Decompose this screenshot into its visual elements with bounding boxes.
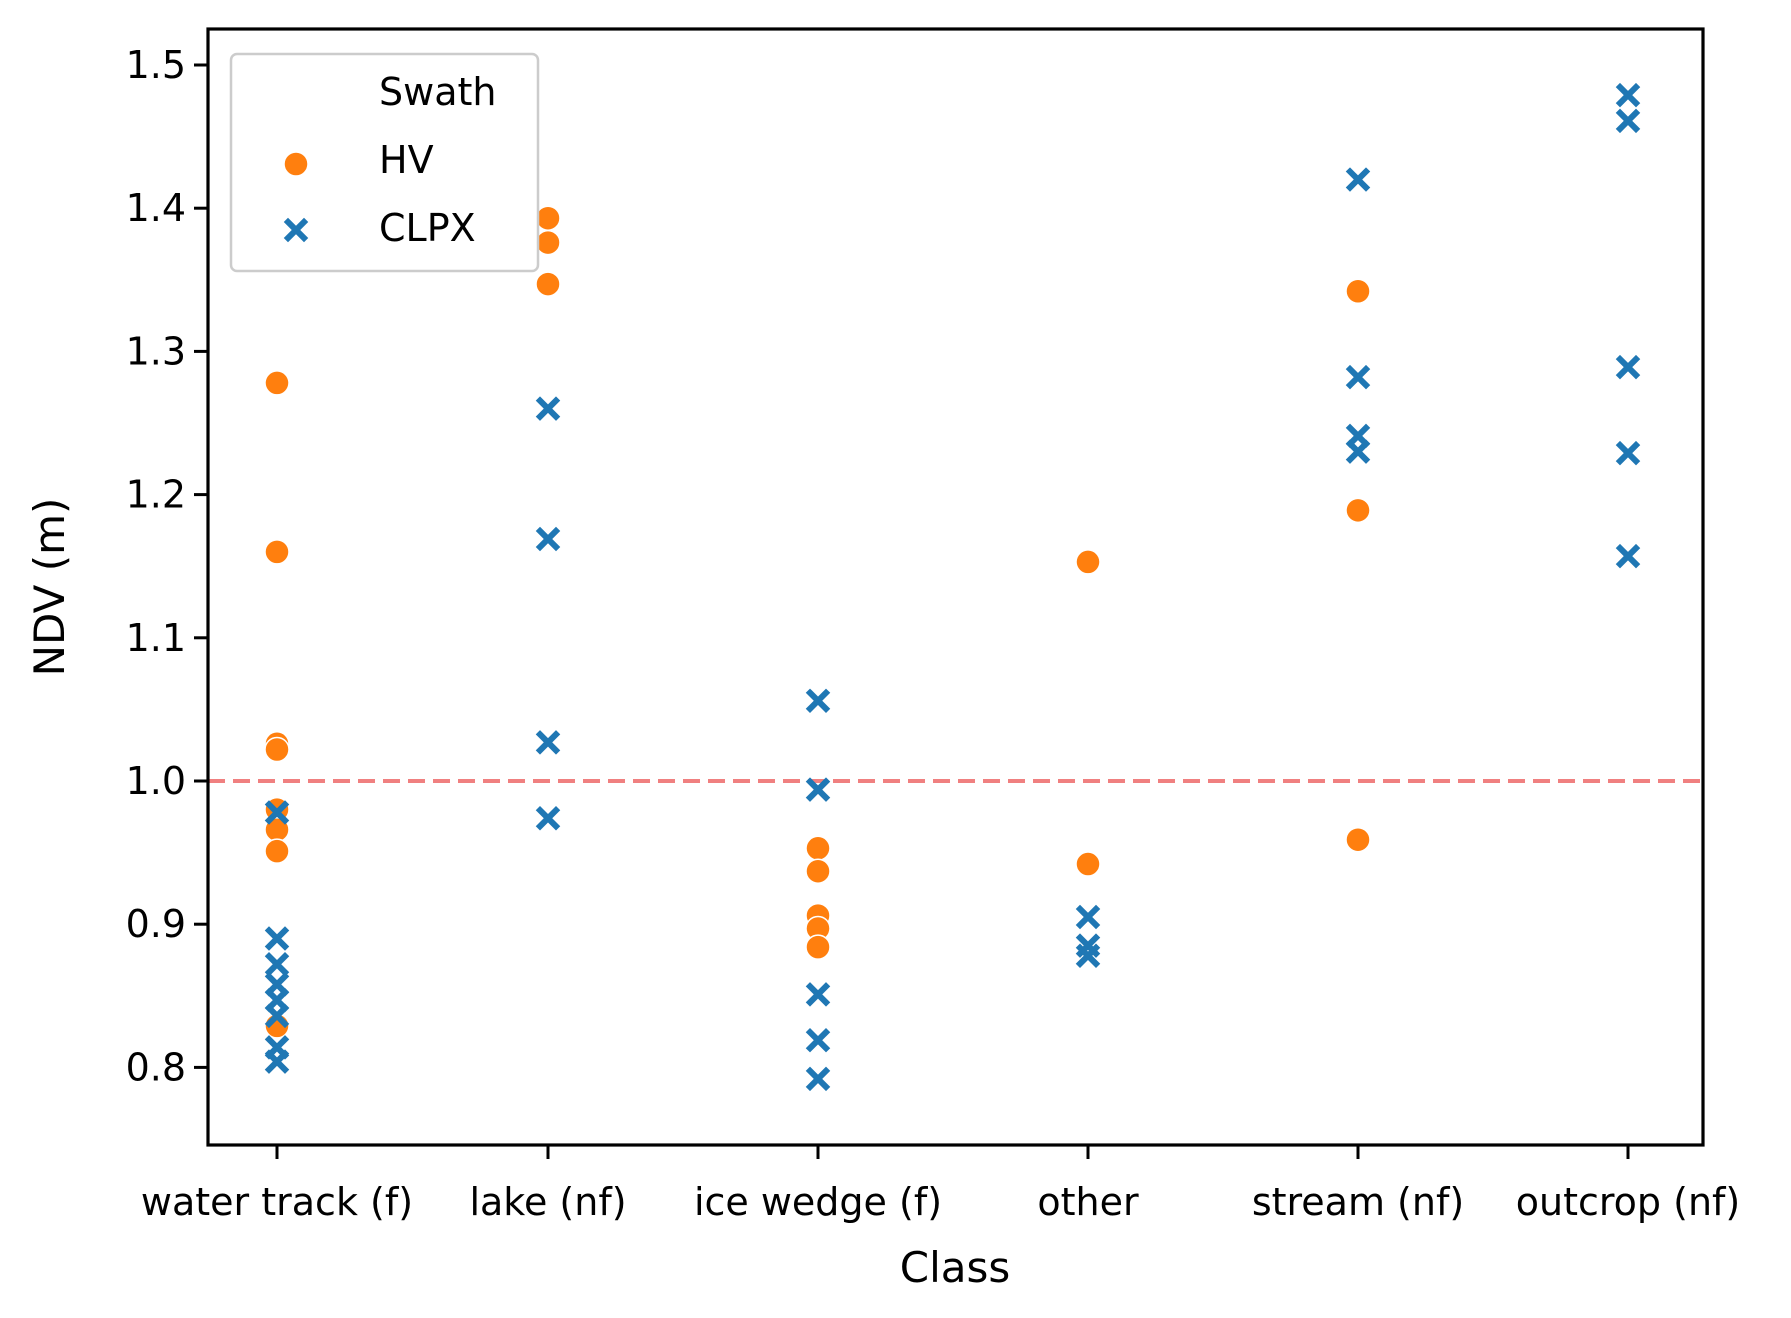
y-tick-label: 1.1 — [126, 616, 186, 660]
clpx-point — [805, 1066, 831, 1092]
legend-clpx-label: CLPX — [379, 206, 476, 250]
clpx-point — [535, 805, 561, 831]
hv-point — [535, 271, 561, 297]
y-tick-label: 1.0 — [126, 759, 186, 803]
y-axis-label: NDV (m) — [25, 498, 74, 677]
x-tick-label: lake (nf) — [469, 1180, 626, 1224]
clpx-point — [1345, 423, 1371, 449]
y-tick-label: 1.4 — [126, 186, 186, 230]
clpx-point — [1345, 167, 1371, 192]
hv-point — [1345, 497, 1371, 524]
y-tick-label: 1.5 — [126, 43, 186, 87]
hv-point — [264, 838, 290, 864]
hv-point — [264, 539, 290, 565]
clpx-point — [264, 972, 290, 997]
clpx-point — [264, 952, 290, 977]
clpx-point — [264, 1003, 290, 1029]
clpx-point — [1615, 108, 1641, 134]
clpx-point — [805, 1027, 831, 1053]
y-tick-label: 1.2 — [126, 473, 186, 517]
clpx-point — [535, 396, 561, 421]
clpx-point — [1615, 440, 1641, 466]
hv-point — [264, 370, 290, 396]
clpx-point — [535, 730, 561, 755]
clpx-point — [264, 800, 290, 825]
hv-point — [535, 229, 561, 256]
x-tick-label: other — [1037, 1180, 1139, 1224]
clpx-point — [1345, 439, 1371, 464]
hv-point — [805, 934, 831, 960]
plot-frame — [206, 27, 1705, 1147]
legend: Swath HV CLPX — [229, 52, 540, 273]
legend-title: Swath — [379, 70, 496, 114]
hv-point — [805, 858, 831, 884]
hv-point — [264, 736, 290, 763]
clpx-point — [264, 987, 290, 1013]
clpx-point — [1075, 904, 1101, 930]
hv-point — [1075, 549, 1101, 575]
clpx-point — [1075, 943, 1101, 968]
y-tick-label: 0.9 — [126, 902, 186, 946]
hv-point — [805, 835, 831, 862]
hv-point — [1345, 278, 1371, 305]
x-tick-label: outcrop (nf) — [1516, 1180, 1740, 1224]
x-tick-label: water track (f) — [141, 1180, 413, 1224]
clpx-point — [805, 982, 831, 1007]
legend-clpx-marker-icon — [283, 217, 309, 243]
y-tick-label: 0.8 — [126, 1045, 186, 1089]
legend-box — [229, 52, 540, 273]
x-tick-label: stream (nf) — [1252, 1180, 1464, 1224]
clpx-point — [1345, 364, 1371, 390]
clpx-point — [535, 526, 561, 552]
x-tick-label: ice wedge (f) — [694, 1180, 942, 1224]
legend-hv-marker-icon — [283, 151, 309, 177]
data-points-layer — [264, 82, 1641, 1092]
clpx-point — [264, 926, 290, 951]
hv-point — [1345, 826, 1371, 853]
y-axis: 0.8 0.9 1.0 1.1 1.2 1.3 1.4 1.5 — [126, 43, 208, 1089]
clpx-point — [1615, 82, 1641, 108]
clpx-point — [1615, 354, 1641, 380]
x-axis-label: Class — [900, 1243, 1011, 1292]
hv-point — [535, 205, 561, 231]
hv-point — [1075, 851, 1101, 877]
clpx-point — [805, 777, 831, 802]
clpx-point — [1615, 543, 1641, 569]
clpx-point — [264, 1049, 290, 1074]
legend-hv-label: HV — [379, 138, 434, 182]
clpx-point — [805, 688, 831, 714]
x-axis: water track (f) lake (nf) ice wedge (f) oth… — [141, 1145, 1740, 1224]
y-tick-label: 1.3 — [126, 329, 186, 373]
